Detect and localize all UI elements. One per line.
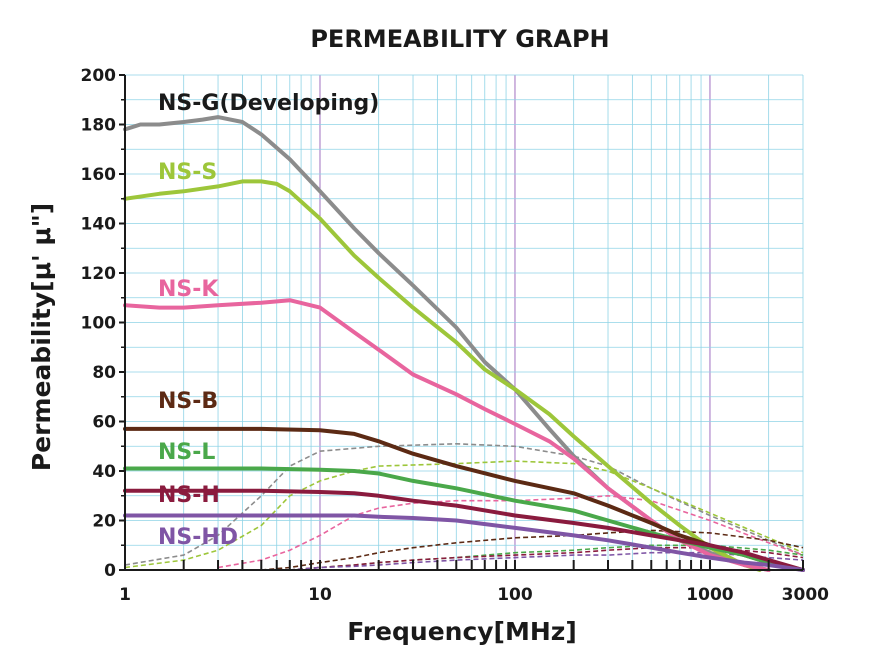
y-tick-label: 0 xyxy=(104,561,116,581)
grid xyxy=(124,74,804,571)
chart-title: PERMEABILITY GRAPH xyxy=(310,25,609,53)
series-mu-double-prime-line-2 xyxy=(217,494,804,569)
y-tick-label: 140 xyxy=(81,215,117,235)
legend-label-6: NS-HD xyxy=(158,525,238,550)
series-mu-double-prime-line-3 xyxy=(261,529,804,571)
series-mu-prime-line-1 xyxy=(123,179,762,572)
legend-label-0: NS-G(Developing) xyxy=(158,91,379,116)
mu-prime-lines xyxy=(123,115,805,572)
legend-label-3: NS-B xyxy=(158,389,218,414)
x-tick-label: 10 xyxy=(308,585,332,605)
x-tick-label: 100 xyxy=(497,585,533,605)
y-axis-label: Permeability[μ' μ"] xyxy=(27,203,56,471)
y-tick-label: 20 xyxy=(92,512,116,532)
y-tick-label: 40 xyxy=(92,462,116,482)
y-tick-label: 80 xyxy=(92,363,116,383)
y-tick-label: 120 xyxy=(81,264,117,284)
legend-label-1: NS-S xyxy=(158,160,217,185)
x-tick-label: 3000 xyxy=(782,585,829,605)
y-tick-label: 160 xyxy=(81,165,117,185)
series-mu-double-prime-line-1 xyxy=(124,460,804,569)
series-mu-prime-line-6 xyxy=(123,513,805,572)
legend-label-5: NS-H xyxy=(158,483,220,508)
x-tick-label: 1000 xyxy=(686,585,733,605)
series-mu-prime-line-2 xyxy=(123,298,771,572)
axes: 0 20 40 60 80 100 120 140 160 180 200 1 10 100 1000 300… xyxy=(81,66,830,605)
y-tick-label: 200 xyxy=(81,66,117,86)
series-mu-prime-line-5 xyxy=(123,488,805,572)
y-tick-label: 100 xyxy=(81,314,117,334)
legend: NS-G(Developing) NS-S NS-K NS-B NS-L NS-H NS-H… xyxy=(158,91,379,550)
series-mu-double-prime-line-0 xyxy=(124,442,804,566)
x-tick-label: 1 xyxy=(119,585,131,605)
y-tick-label: 180 xyxy=(81,116,117,136)
series-mu-prime-line-4 xyxy=(123,466,805,572)
x-axis-label: Frequency[MHz] xyxy=(347,617,577,646)
legend-label-4: NS-L xyxy=(158,440,215,465)
y-tick-label: 60 xyxy=(92,413,116,433)
legend-label-2: NS-K xyxy=(158,277,219,302)
